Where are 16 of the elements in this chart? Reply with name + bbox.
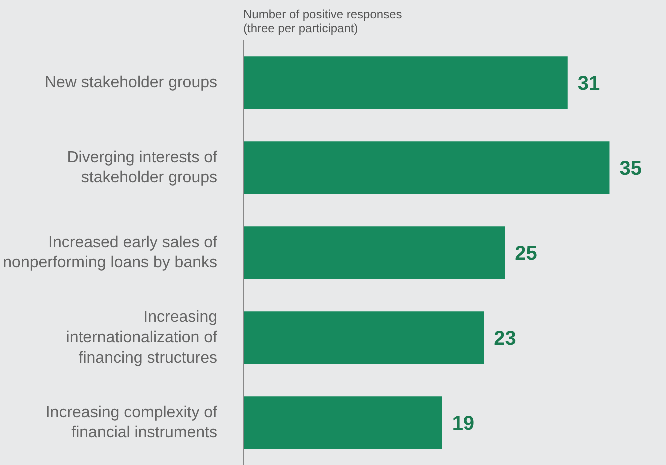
y-tick-label: New stakeholder groups	[44, 74, 218, 92]
y-tick-label: Diverging interests of stakeholder groups	[67, 149, 218, 187]
chart-title: Number of positive responses (three per participant)	[244, 8, 402, 36]
data-label: 35	[620, 158, 642, 180]
data-label: 23	[494, 328, 516, 350]
bar	[244, 396, 442, 450]
y-tick-label: Increasing complexity of financial instruments	[46, 404, 218, 442]
bar	[244, 312, 484, 364]
bar	[244, 142, 610, 194]
y-tick-label: Increased early sales of nonperforming loans by banks	[3, 234, 218, 272]
bar	[244, 56, 568, 110]
data-label: 19	[452, 413, 475, 435]
data-label: 25	[515, 243, 538, 265]
data-label: 31	[578, 73, 600, 95]
y-tick-label: Increasing internationalization of financing structures	[66, 309, 218, 367]
bar	[244, 226, 506, 280]
